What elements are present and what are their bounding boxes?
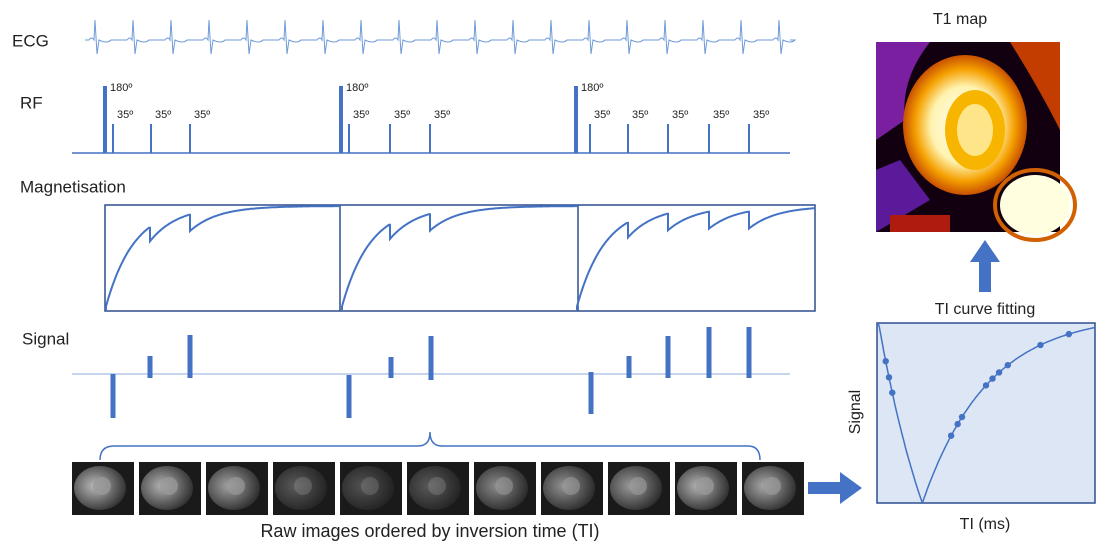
raw-image (474, 462, 536, 515)
signal-bar (666, 336, 671, 378)
signal-bar (429, 336, 434, 380)
inversion-pulse (339, 86, 343, 153)
fit-point (948, 433, 954, 439)
ecg-trace (85, 20, 795, 54)
thumb-heart (294, 477, 312, 495)
signal-bar (389, 357, 394, 378)
inversion-label: 180º (110, 82, 132, 94)
ecg-label: ECG (12, 31, 49, 50)
raw-image (407, 462, 469, 515)
brace (100, 432, 760, 460)
raw-image (206, 462, 268, 515)
fit-point (886, 374, 892, 380)
excitation-label: 35º (594, 109, 610, 121)
thumb-heart (227, 477, 245, 495)
inversion-pulse (574, 86, 578, 153)
thumb-heart (93, 477, 111, 495)
fit-point (983, 382, 989, 388)
thumb-heart (763, 477, 781, 495)
fit-point (996, 369, 1002, 375)
excitation-label: 35º (194, 109, 210, 121)
inversion-label: 180º (581, 82, 603, 94)
raw-image (340, 462, 402, 515)
magnetisation-curve (106, 206, 340, 310)
excitation-label: 35º (632, 109, 648, 121)
signal-bar (188, 335, 193, 378)
thumb-heart (160, 477, 178, 495)
excitation-label: 35º (117, 109, 133, 121)
fit-point (1005, 362, 1011, 368)
signal-bar (747, 327, 752, 378)
excitation-label: 35º (753, 109, 769, 121)
raw-image (72, 462, 134, 515)
thumb-heart (495, 477, 513, 495)
magnetisation-label: Magnetisation (20, 177, 126, 196)
molli-diagram: ECG RF Magnetisation Signal Raw images o… (0, 0, 1096, 544)
raw-image (742, 462, 804, 515)
thumb-heart (696, 477, 714, 495)
t1-map-title: T1 map (933, 11, 987, 28)
excitation-label: 35º (434, 109, 450, 121)
signal-bar (589, 372, 594, 414)
raw-image (675, 462, 737, 515)
signal-bar (148, 356, 153, 378)
raw-images-caption: Raw images ordered by inversion time (TI… (260, 521, 599, 541)
fit-point (1066, 331, 1072, 337)
thumb-heart (629, 477, 647, 495)
raw-image (139, 462, 201, 515)
excitation-label: 35º (672, 109, 688, 121)
t1-map-image (876, 42, 1075, 240)
magnetisation-curve (577, 208, 815, 310)
magnetisation-curve (342, 206, 578, 310)
excitation-label: 35º (713, 109, 729, 121)
excitation-label: 35º (394, 109, 410, 121)
fit-point (883, 358, 889, 364)
fit-plot (877, 323, 1095, 503)
raw-image (273, 462, 335, 515)
fit-point (954, 421, 960, 427)
signal-bar (111, 374, 116, 418)
signal-bar (627, 356, 632, 378)
fit-x-axis-label: TI (ms) (960, 516, 1011, 533)
arrow-up (970, 240, 1000, 292)
thumb-heart (361, 477, 379, 495)
fit-point (889, 389, 895, 395)
raw-image (541, 462, 603, 515)
raw-image (608, 462, 670, 515)
thumb-heart (428, 477, 446, 495)
signal-label: Signal (22, 329, 69, 348)
curve-fitting-title: TI curve fitting (935, 301, 1035, 318)
signal-bar (707, 327, 712, 378)
signal-bar (347, 375, 352, 418)
fit-point (959, 414, 965, 420)
fit-y-axis-label: Signal (847, 390, 864, 434)
excitation-label: 35º (155, 109, 171, 121)
excitation-label: 35º (353, 109, 369, 121)
thumb-heart (562, 477, 580, 495)
fit-point (1037, 342, 1043, 348)
inversion-pulse (103, 86, 107, 153)
inversion-label: 180º (346, 82, 368, 94)
arrow-right (808, 472, 862, 504)
fit-point (989, 375, 995, 381)
rf-label: RF (20, 93, 43, 112)
